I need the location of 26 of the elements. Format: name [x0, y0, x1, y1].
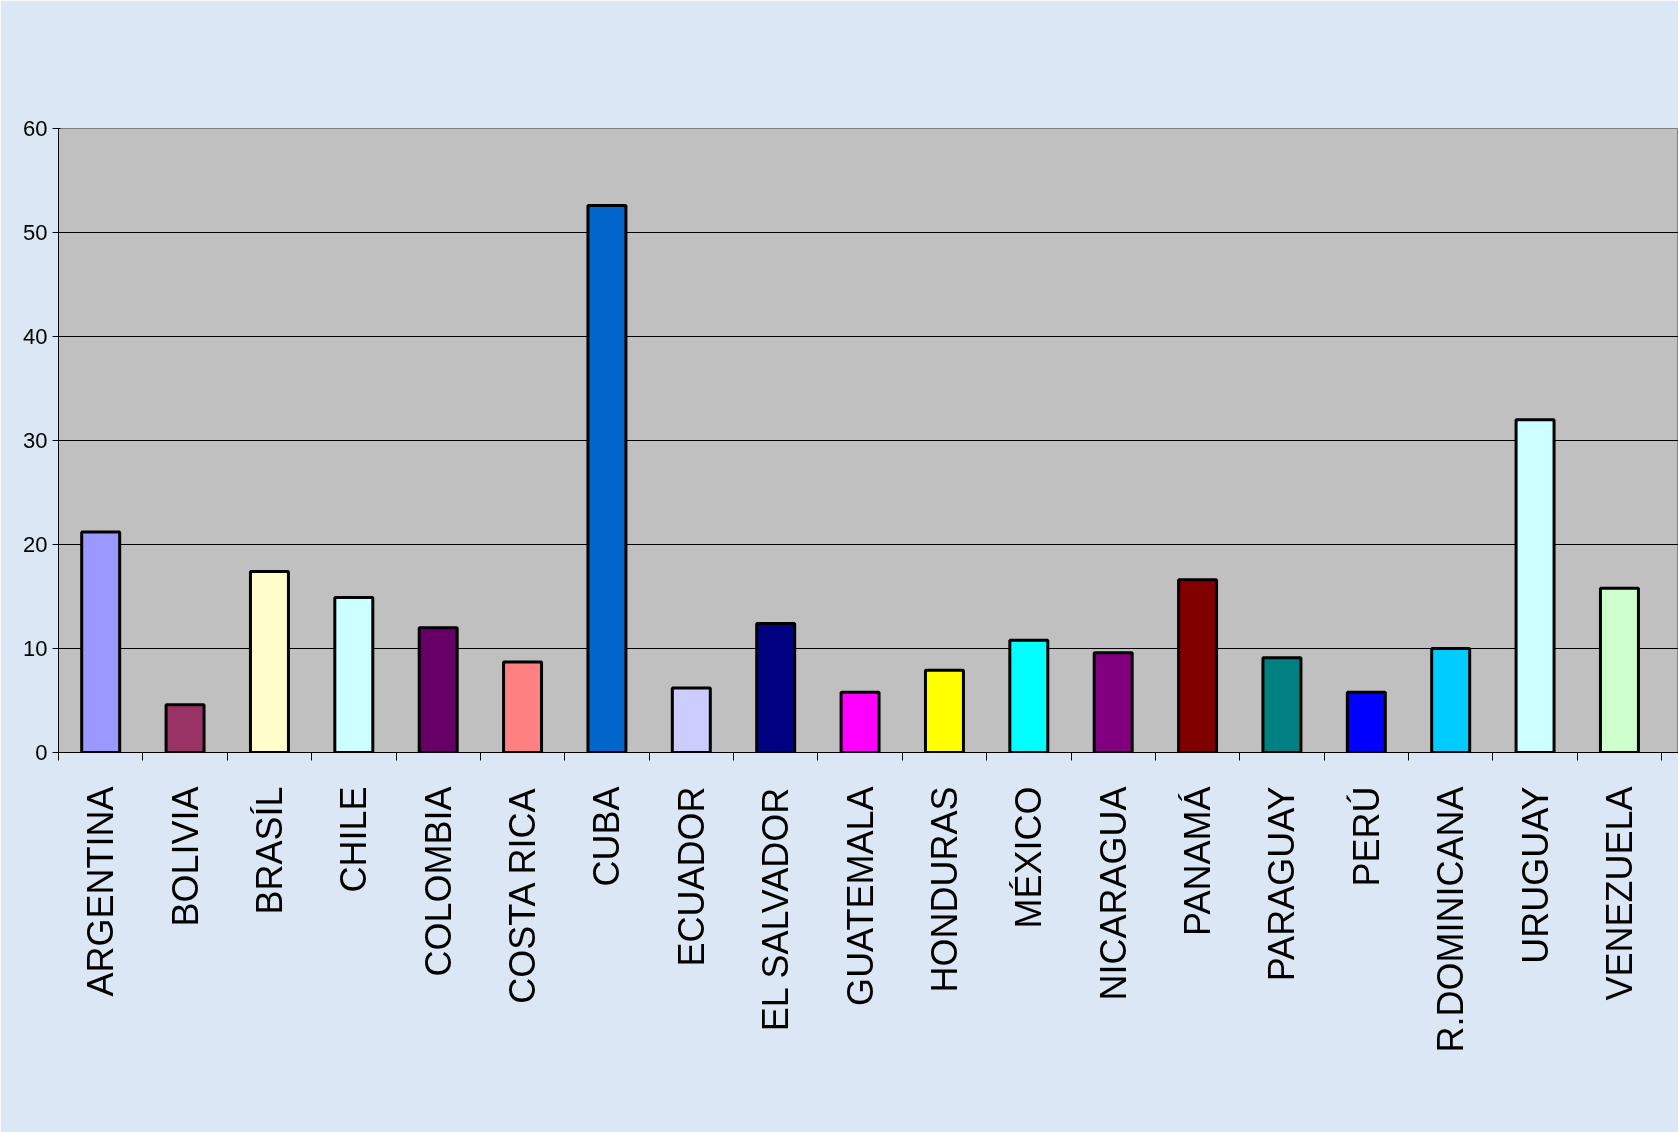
x-tick-label: BOLIVIA	[164, 786, 206, 927]
x-tick-label: NICARAGUA	[1092, 786, 1134, 1001]
x-tick-label: ARGENTINA	[80, 786, 122, 997]
x-tick-label: HONDURAS	[923, 786, 965, 993]
y-tick-label: 50	[23, 220, 48, 245]
x-tick-label: ECUADOR	[670, 786, 712, 967]
x-tick-label: PERÚ	[1345, 786, 1387, 887]
x-tick-label: CHILE	[333, 786, 375, 893]
y-tick-label: 40	[23, 324, 48, 349]
x-tick-label: GUATEMALA	[839, 786, 881, 1006]
x-tick-label: VENEZUELA	[1598, 786, 1640, 1001]
y-tick-label: 60	[23, 116, 48, 141]
x-tick-label: PANAMÁ	[1177, 786, 1219, 936]
y-tick-label: 10	[23, 636, 48, 661]
x-tick-label: PARAGUAY	[1261, 786, 1303, 982]
y-tick-label: 30	[23, 428, 48, 453]
x-tick-label: R.DOMINICANA	[1430, 786, 1472, 1053]
x-tick-label: COSTA RICA	[502, 788, 544, 1004]
x-tick-label: EL SALVADOR	[755, 787, 797, 1032]
x-tick-label: MÉXICO	[1008, 786, 1050, 929]
y-tick-label: 0	[35, 740, 48, 765]
x-tick-label: URUGUAY	[1514, 786, 1556, 964]
x-tick-label: BRASÍL	[248, 786, 290, 915]
y-tick-label: 20	[23, 532, 48, 557]
x-tick-label: COLOMBIA	[417, 786, 459, 977]
x-tick-label: CUBA	[586, 786, 628, 887]
